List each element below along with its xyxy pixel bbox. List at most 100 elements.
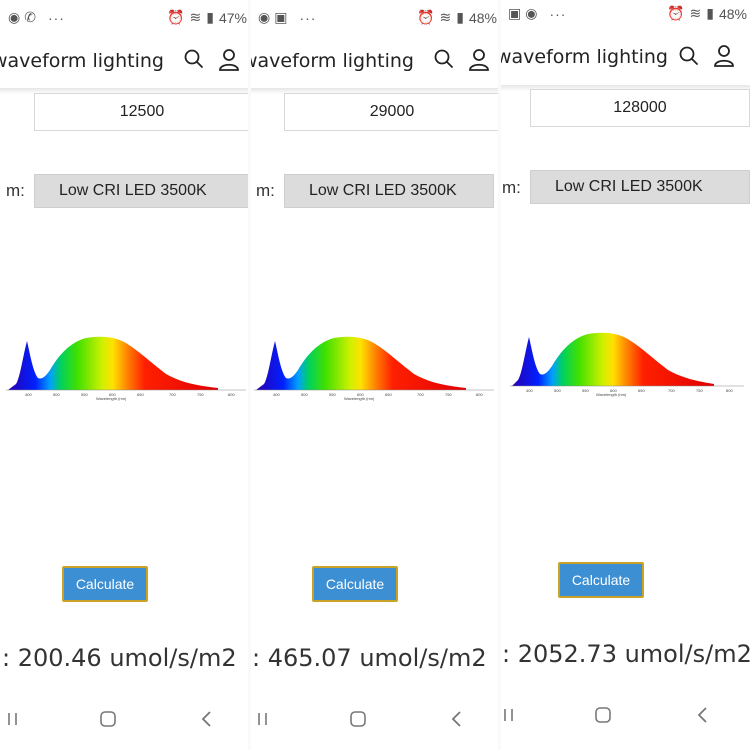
tick-label-5: 650 <box>385 392 392 397</box>
spectrum-chart: 400 500 550 600 650 700 750 800 Waveleng… <box>6 336 246 404</box>
recent-apps-icon[interactable] <box>6 710 20 728</box>
tick-label-5: 650 <box>137 392 144 397</box>
search-icon[interactable] <box>678 45 700 67</box>
back-icon[interactable] <box>696 706 710 724</box>
signal-icon: ▮ <box>206 10 214 26</box>
light-source-label: m: <box>6 181 25 200</box>
axis-label: Wavelength (nm) <box>344 396 375 401</box>
tick-label-1: 400 <box>273 392 280 397</box>
result-value: : 465.07 umol/s/m2 <box>252 644 487 672</box>
user-icon[interactable] <box>468 48 490 72</box>
tick-label-5: 650 <box>638 388 645 393</box>
spectrum-curve <box>256 336 466 390</box>
more-notifications-icon: ··· <box>47 10 65 26</box>
brand-logo-text[interactable]: waveform lighting <box>500 46 668 68</box>
tick-label-6: 700 <box>169 392 176 397</box>
status-bar: ▣ ◉ ··· ⏰ ≋ ▮ 48% <box>500 0 750 32</box>
tick-label-4: 600 <box>610 388 617 393</box>
user-icon[interactable] <box>218 48 240 72</box>
whatsapp-icon: ◉ <box>8 10 21 26</box>
wifi-icon: ≋ <box>189 10 202 26</box>
axis-label: Wavelength (nm) <box>96 396 127 401</box>
search-icon[interactable] <box>183 48 205 70</box>
tick-label-6: 700 <box>417 392 424 397</box>
light-source-select[interactable]: Low CRI LED 3500K <box>530 170 750 204</box>
whatsapp-icon: ◉ <box>525 6 538 22</box>
calculate-button[interactable]: Calculate <box>62 566 148 602</box>
tick-label-4: 600 <box>357 392 364 397</box>
status-bar: ◉ ✆ ··· ⏰ ≋ ▮ 47% <box>0 0 250 36</box>
tick-label-4: 600 <box>109 392 116 397</box>
tick-label-3: 550 <box>582 388 589 393</box>
light-source-label: m: <box>256 181 275 200</box>
whatsapp-icon: ◉ <box>258 10 271 26</box>
tick-label-1: 400 <box>526 388 533 393</box>
lumens-input[interactable]: 29000 <box>284 93 500 131</box>
light-source-label: m: <box>502 178 521 197</box>
tick-label-2: 500 <box>301 392 308 397</box>
battery-percent: 47% <box>218 10 247 26</box>
spectrum-chart: 400 500 550 600 650 700 750 800 Waveleng… <box>504 332 744 400</box>
tick-label-8: 800 <box>726 388 733 393</box>
spectrum-curve <box>8 336 218 390</box>
header-divider <box>500 85 750 91</box>
lumens-input[interactable]: 12500 <box>34 93 250 131</box>
signal-icon: ▮ <box>456 10 464 26</box>
home-icon[interactable] <box>594 706 612 724</box>
status-bar: ◉ ▣ ··· ⏰ ≋ ▮ 48% <box>250 0 500 36</box>
axis-label: Wavelength (nm) <box>596 392 627 397</box>
wifi-icon: ≋ <box>439 10 452 26</box>
panel-separator <box>248 0 251 750</box>
panel-separator <box>498 0 501 750</box>
spectrum-chart: 400 500 550 600 650 700 750 800 Waveleng… <box>254 336 494 404</box>
back-icon[interactable] <box>200 710 214 728</box>
wifi-icon: ≋ <box>689 6 702 22</box>
spectrum-curve <box>512 332 714 386</box>
alarm-icon: ⏰ <box>167 10 185 26</box>
header-divider <box>250 88 500 94</box>
screenshot-panel-2: ◉ ▣ ··· ⏰ ≋ ▮ 48% waveform lighting 2900… <box>250 0 500 750</box>
android-nav-bar <box>500 702 750 732</box>
tick-label-8: 800 <box>228 392 235 397</box>
tick-label-2: 500 <box>554 388 561 393</box>
signal-icon: ▮ <box>706 6 714 22</box>
tick-label-7: 750 <box>696 388 703 393</box>
user-icon[interactable] <box>713 44 735 68</box>
result-value: : 200.46 umol/s/m2 <box>2 644 237 672</box>
result-value: : 2052.73 umol/s/m2 <box>502 640 750 668</box>
tick-label-3: 550 <box>329 392 336 397</box>
more-notifications-icon: ··· <box>549 6 567 22</box>
battery-percent: 48% <box>718 6 747 22</box>
tick-label-1: 400 <box>25 392 32 397</box>
calculate-button[interactable]: Calculate <box>312 566 398 602</box>
gallery-icon: ▣ <box>274 10 288 26</box>
more-notifications-icon: ··· <box>299 10 317 26</box>
tick-label-8: 800 <box>476 392 483 397</box>
phone-icon: ✆ <box>24 10 36 26</box>
android-nav-bar <box>250 706 500 736</box>
alarm-icon: ⏰ <box>417 10 435 26</box>
recent-apps-icon[interactable] <box>502 706 516 724</box>
lumens-input[interactable]: 128000 <box>530 89 750 127</box>
tick-label-2: 500 <box>53 392 60 397</box>
screenshot-panel-3: ▣ ◉ ··· ⏰ ≋ ▮ 48% waveform lighting 1280… <box>500 0 750 750</box>
tick-label-7: 750 <box>445 392 452 397</box>
home-icon[interactable] <box>349 710 367 728</box>
tick-label-3: 550 <box>81 392 88 397</box>
gallery-icon: ▣ <box>508 6 522 22</box>
recent-apps-icon[interactable] <box>256 710 270 728</box>
light-source-select[interactable]: Low CRI LED 3500K <box>34 174 250 208</box>
home-icon[interactable] <box>99 710 117 728</box>
header-divider <box>0 88 250 94</box>
brand-logo-text[interactable]: waveform lighting <box>0 50 164 72</box>
light-source-select[interactable]: Low CRI LED 3500K <box>284 174 494 208</box>
calculate-button[interactable]: Calculate <box>558 562 644 598</box>
tick-label-6: 700 <box>668 388 675 393</box>
alarm-icon: ⏰ <box>667 6 685 22</box>
brand-logo-text[interactable]: waveform lighting <box>250 50 414 72</box>
back-icon[interactable] <box>450 710 464 728</box>
tick-label-7: 750 <box>197 392 204 397</box>
android-nav-bar <box>0 706 250 736</box>
screenshot-panel-1: ◉ ✆ ··· ⏰ ≋ ▮ 47% waveform lighting 1250… <box>0 0 250 750</box>
search-icon[interactable] <box>433 48 455 70</box>
